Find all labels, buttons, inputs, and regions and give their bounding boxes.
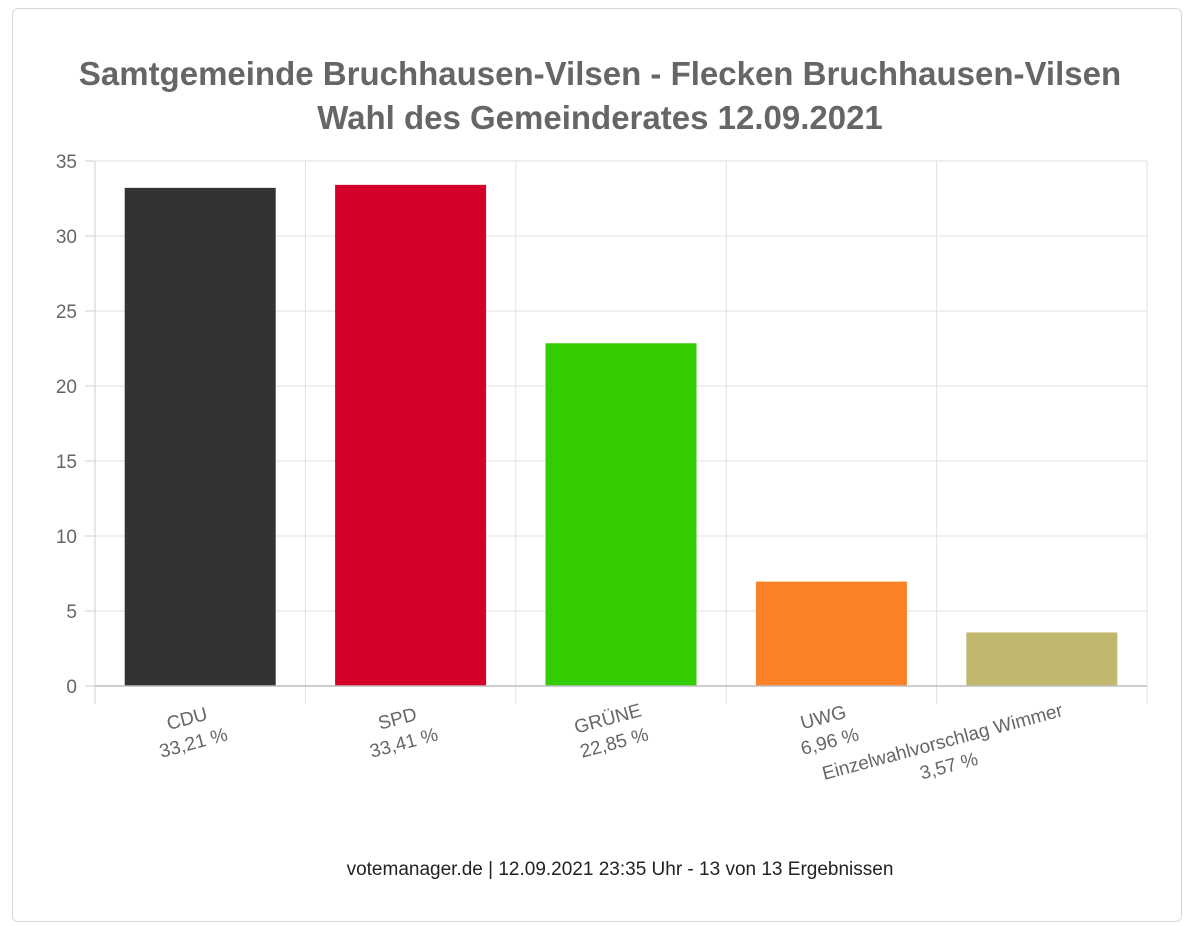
bars	[124, 184, 1118, 686]
y-tick-label-5: 5	[66, 602, 77, 623]
chart-title: Samtgemeinde Bruchhausen-Vilsen - Flecke…	[0, 52, 1200, 140]
bar-uwg[interactable]	[755, 581, 907, 686]
chart-title-line-1: Samtgemeinde Bruchhausen-Vilsen - Flecke…	[78, 55, 1122, 92]
footer-source: votemanager.de | 12.09.2021 23:35 Uhr - …	[346, 859, 894, 880]
bar-spd[interactable]	[335, 184, 487, 686]
y-tick-label-20: 20	[56, 377, 77, 398]
bar-einzelwahlvorschlag-wimmer[interactable]	[966, 632, 1118, 686]
y-tick-label-10: 10	[56, 527, 77, 548]
y-tick-label-30: 30	[56, 227, 77, 248]
y-tick-label-35: 35	[56, 152, 77, 173]
bar-cdu[interactable]	[124, 187, 276, 686]
y-tick-label-15: 15	[56, 452, 77, 473]
axes	[85, 160, 1147, 704]
y-tick-label-0: 0	[66, 677, 77, 698]
chart-title-line-2: Wahl des Gemeinderates 12.09.2021	[317, 99, 883, 136]
y-tick-label-25: 25	[56, 302, 77, 323]
bar-grüne[interactable]	[545, 343, 697, 686]
data-label-1: 33,41 %	[368, 724, 441, 762]
